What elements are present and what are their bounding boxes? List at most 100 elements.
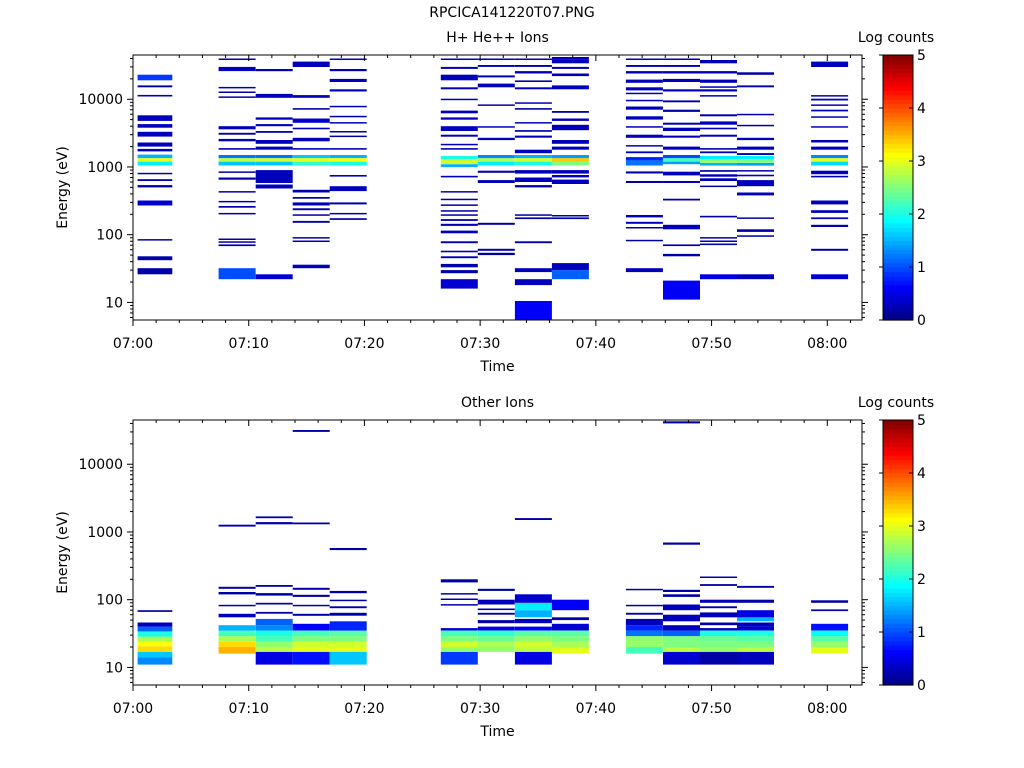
data-cell xyxy=(440,126,478,131)
data-cell xyxy=(551,599,589,611)
data-cell xyxy=(292,651,330,658)
data-cell xyxy=(811,224,849,227)
colorbar-segment xyxy=(883,539,913,545)
colorbar-segment xyxy=(883,108,913,114)
data-cell xyxy=(292,647,330,652)
data-cell xyxy=(137,131,173,137)
colorbar-segment xyxy=(883,503,913,509)
y-tick-label: 100 xyxy=(96,593,123,609)
data-cell xyxy=(292,202,330,206)
data-cell xyxy=(514,149,552,154)
y-axis-label: Energy (eV) xyxy=(55,511,71,594)
x-tick-label: 07:00 xyxy=(113,336,153,352)
data-cell xyxy=(625,157,663,161)
data-cell xyxy=(700,599,737,603)
data-cell xyxy=(625,79,663,83)
data-cell xyxy=(737,85,774,88)
data-cell xyxy=(700,156,737,160)
data-cell xyxy=(255,69,293,72)
data-cell xyxy=(514,651,552,658)
y-tick-label: 1000 xyxy=(87,525,123,541)
data-cell xyxy=(551,641,589,648)
data-cell xyxy=(514,602,552,611)
data-cell xyxy=(551,155,589,159)
data-cell xyxy=(329,218,367,220)
data-cell xyxy=(440,74,478,81)
colorbar-segment xyxy=(883,161,913,167)
data-cell xyxy=(700,657,737,665)
colorbar-segment xyxy=(883,632,913,638)
colorbar-segment xyxy=(883,125,913,131)
data-cell xyxy=(663,71,700,74)
colorbar-tick-label: 4 xyxy=(917,466,926,482)
data-cell xyxy=(440,143,478,146)
data-cell xyxy=(255,618,293,626)
colorbar-segment xyxy=(883,63,913,69)
data-cell xyxy=(440,593,478,595)
colorbar-segment xyxy=(883,649,913,655)
data-cell xyxy=(292,604,330,607)
data-cell xyxy=(811,109,849,112)
panel-1: 07:00 07:10 07:20 07:30 07:40 07:50 08:0010100… xyxy=(55,30,934,375)
y-tick-label: 10 xyxy=(105,295,123,311)
data-cell xyxy=(255,140,293,144)
data-cell xyxy=(551,270,589,280)
data-cell xyxy=(700,641,737,648)
data-cell xyxy=(292,118,330,123)
data-cell xyxy=(811,116,849,118)
data-cell xyxy=(292,208,330,211)
colorbar-segment xyxy=(883,59,913,65)
colorbar-segment xyxy=(883,311,913,317)
data-cell xyxy=(700,134,737,137)
data-cell xyxy=(137,158,173,162)
data-cell xyxy=(477,137,515,141)
plot-frame xyxy=(132,54,863,321)
data-cell xyxy=(551,73,589,77)
data-cell xyxy=(514,214,552,216)
colorbar-segment xyxy=(883,512,913,518)
data-cell xyxy=(737,585,774,588)
data-cell xyxy=(329,175,367,177)
colorbar-segment xyxy=(883,658,913,664)
data-cell xyxy=(292,161,330,166)
data-cell xyxy=(514,135,552,138)
data-cell xyxy=(663,146,700,150)
data-cell xyxy=(700,237,737,239)
data-cell xyxy=(477,158,515,162)
colorbar-segment xyxy=(883,99,913,105)
colorbar-segment xyxy=(883,72,913,78)
data-cell xyxy=(218,613,256,618)
data-cell xyxy=(329,621,367,631)
colorbar-segment xyxy=(883,428,913,434)
data-cell xyxy=(551,124,589,131)
x-tick-label: 07:00 xyxy=(113,701,153,717)
data-cell xyxy=(514,185,552,188)
data-cell xyxy=(663,181,700,183)
data-cell xyxy=(440,198,478,201)
colorbar-segment xyxy=(883,601,913,607)
colorbar-segment xyxy=(883,437,913,443)
data-cell xyxy=(292,522,330,525)
data-cell xyxy=(292,214,330,216)
colorbar-segment xyxy=(883,486,913,492)
data-cell xyxy=(218,138,256,142)
colorbar-segment xyxy=(883,231,913,237)
data-cell xyxy=(440,250,478,253)
data-cell xyxy=(514,155,552,159)
colorbar-segment xyxy=(883,152,913,158)
data-cell xyxy=(811,158,849,162)
data-cell xyxy=(663,135,700,138)
data-cell xyxy=(811,175,849,178)
colorbar-segment xyxy=(883,534,913,540)
data-cell xyxy=(440,210,478,212)
x-tick-label: 07:40 xyxy=(576,336,616,352)
data-cell xyxy=(514,657,552,665)
data-cell xyxy=(477,180,515,183)
data-cell xyxy=(477,222,515,225)
colorbar-segment xyxy=(883,262,913,268)
data-cell xyxy=(255,131,293,133)
data-cell xyxy=(292,613,330,616)
data-cell xyxy=(811,636,849,642)
data-cell xyxy=(514,102,552,104)
colorbar-segment xyxy=(883,592,913,598)
